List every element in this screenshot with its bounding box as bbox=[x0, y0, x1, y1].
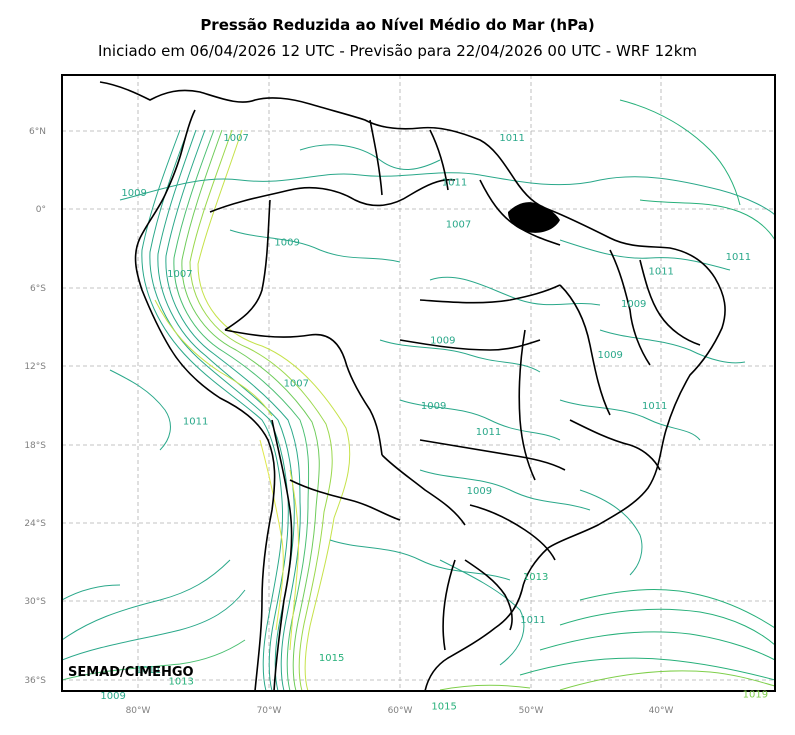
tick-lon-50w: 50°W bbox=[519, 706, 544, 716]
state-border-5 bbox=[609, 249, 651, 366]
amazon-delta bbox=[508, 202, 560, 233]
contour-label: 1009 bbox=[421, 401, 446, 412]
tick-lat-24s: 24°S bbox=[24, 519, 46, 529]
border-peru-bolivia bbox=[224, 329, 383, 456]
state-border-4 bbox=[559, 284, 611, 416]
tick-lat-18s: 18°S bbox=[24, 441, 46, 451]
contour-label: 1011 bbox=[520, 615, 545, 626]
contour-label: 1009 bbox=[430, 336, 455, 347]
tick-lat-12s: 12°S bbox=[24, 362, 46, 372]
contour-label: 1011 bbox=[499, 133, 524, 144]
ocean-isobars bbox=[519, 99, 775, 681]
border-brazil-west bbox=[224, 199, 271, 331]
map-gridlines bbox=[62, 75, 775, 691]
high-pressure-isobars bbox=[439, 670, 775, 691]
contour-label: 1011 bbox=[726, 252, 751, 263]
contour-label: 1019 bbox=[743, 690, 768, 701]
contour-label: 1007 bbox=[284, 379, 309, 390]
contour-label: 1007 bbox=[223, 133, 248, 144]
tick-lat-0: 0° bbox=[36, 205, 46, 215]
contour-labels: 1007 1011 1009 1011 1009 1007 1011 1007 1011 1009… bbox=[100, 133, 768, 712]
state-border-3 bbox=[518, 329, 536, 481]
contour-label: 1015 bbox=[431, 702, 456, 713]
contour-label: 1015 bbox=[319, 653, 344, 664]
contour-label: 1007 bbox=[446, 219, 471, 230]
tick-lon-40w: 40°W bbox=[649, 706, 674, 716]
lat-tick-labels: 6°N 0° 6°S 12°S 18°S 24°S 30°S 36°S bbox=[24, 127, 46, 686]
tick-lon-80w: 80°W bbox=[126, 706, 151, 716]
credit-label: SEMAD/CIMEHGO bbox=[68, 665, 194, 680]
lon-tick-labels: 80°W 70°W 60°W 50°W 40°W bbox=[126, 706, 674, 716]
state-border-6 bbox=[419, 439, 566, 471]
contour-label: 1011 bbox=[476, 427, 501, 438]
state-border-7 bbox=[469, 504, 556, 561]
continent-isobars bbox=[62, 144, 775, 666]
contour-label: 1009 bbox=[467, 486, 492, 497]
contour-label: 1013 bbox=[168, 677, 193, 688]
tick-lon-70w: 70°W bbox=[257, 706, 282, 716]
border-bolivia-paraguay bbox=[381, 454, 466, 526]
contour-label: 1011 bbox=[442, 178, 467, 189]
tick-lon-60w: 60°W bbox=[388, 706, 413, 716]
contour-label: 1013 bbox=[523, 572, 548, 583]
border-uruguay bbox=[464, 559, 513, 631]
contour-label: 1009 bbox=[100, 691, 125, 702]
map-frame bbox=[61, 74, 776, 692]
contour-label: 1009 bbox=[597, 350, 622, 361]
tick-lat-6n: 6°N bbox=[29, 127, 46, 137]
country-borders bbox=[99, 81, 726, 691]
andes-contours bbox=[141, 129, 351, 691]
map-subtitle: Iniciado em 06/04/2026 12 UTC - Previsão… bbox=[97, 42, 698, 60]
state-border-2 bbox=[399, 339, 541, 351]
state-border-11 bbox=[429, 129, 449, 191]
state-border-8 bbox=[569, 419, 661, 471]
border-argentina-north bbox=[289, 479, 401, 521]
state-border-1 bbox=[419, 284, 561, 304]
state-border-13 bbox=[442, 559, 456, 651]
pacific-isobars bbox=[62, 639, 246, 681]
contour-label: 1011 bbox=[642, 401, 667, 412]
state-border-9 bbox=[639, 259, 701, 346]
tick-lat-30s: 30°S bbox=[24, 597, 46, 607]
contour-label: 1009 bbox=[121, 188, 146, 199]
contour-label: 1009 bbox=[621, 299, 646, 310]
isobar-contours bbox=[62, 99, 775, 691]
contour-label: 1011 bbox=[136, 665, 161, 676]
contour-label: 1007 bbox=[167, 269, 192, 280]
west-coast bbox=[134, 109, 276, 691]
contour-label: 1011 bbox=[183, 417, 208, 428]
contour-label: 1011 bbox=[648, 266, 673, 277]
state-border-12 bbox=[369, 119, 383, 196]
tick-lat-36s: 36°S bbox=[24, 676, 46, 686]
tick-lat-6s: 6°S bbox=[30, 284, 46, 294]
contour-label: 1009 bbox=[274, 238, 299, 249]
map-title: Pressão Reduzida ao Nível Médio do Mar (… bbox=[200, 16, 595, 34]
coastline bbox=[99, 81, 726, 691]
border-brazil-north bbox=[209, 178, 456, 213]
border-chile-argentina bbox=[271, 419, 293, 691]
